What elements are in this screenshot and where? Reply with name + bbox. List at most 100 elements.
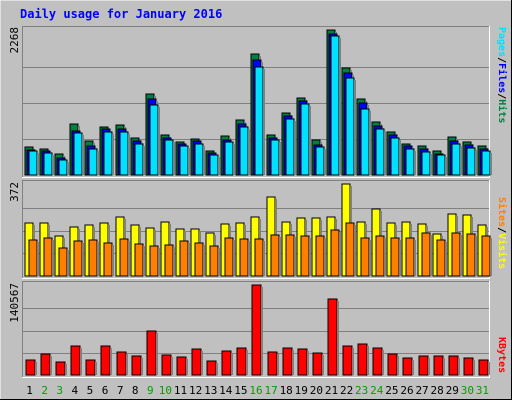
day-label: 4 bbox=[72, 384, 79, 397]
pages-bar-shadow bbox=[294, 121, 296, 175]
pages-bar bbox=[88, 148, 98, 176]
sites-bar bbox=[224, 237, 234, 277]
kbytes-bar-shadow bbox=[216, 363, 218, 375]
sites-bar bbox=[119, 238, 129, 277]
pages-bar-shadow bbox=[82, 135, 84, 175]
pages-bar bbox=[345, 77, 355, 176]
pages-bar-shadow bbox=[143, 146, 145, 175]
kbytes-bar-shadow bbox=[95, 362, 97, 375]
kbytes-bar bbox=[448, 355, 459, 376]
pages-bar-shadow bbox=[128, 134, 130, 175]
pages-bar bbox=[239, 126, 249, 176]
pages-bar bbox=[360, 108, 370, 176]
sites-bar bbox=[451, 232, 461, 277]
pages-bar bbox=[436, 154, 446, 176]
day-labels: 1 2 3 4 5 6 7 8 9 10 11 12 13 14 15 16 17 18 19 20 21 22 23 24 2… bbox=[26, 384, 489, 397]
kbytes-bar bbox=[402, 357, 413, 376]
kbytes-bar bbox=[206, 360, 217, 376]
day-label: 22 bbox=[340, 384, 353, 397]
day-label: 29 bbox=[446, 384, 459, 397]
pages-bar-shadow bbox=[399, 140, 401, 175]
sites-bar bbox=[164, 244, 174, 277]
kbytes-bar bbox=[161, 354, 172, 376]
kbytes-bar bbox=[221, 350, 232, 376]
pages-bar-shadow bbox=[97, 151, 99, 175]
kbytes-legend: KBytes bbox=[496, 337, 507, 373]
pages-bar bbox=[421, 151, 431, 176]
sites-bar-shadow bbox=[490, 238, 492, 276]
sites-bar bbox=[88, 239, 98, 277]
pages-bar bbox=[194, 143, 204, 176]
pages-bar-shadow bbox=[263, 69, 265, 175]
day-label: 20 bbox=[310, 384, 323, 397]
kbytes-bar-shadow bbox=[307, 351, 309, 375]
sites-bar-shadow bbox=[354, 225, 356, 276]
pages-bar-shadow bbox=[490, 153, 492, 175]
pages-bar bbox=[405, 148, 415, 176]
sites-bar bbox=[360, 237, 370, 277]
day-label: 19 bbox=[295, 384, 308, 397]
sites-bar bbox=[315, 235, 325, 277]
kbytes-bar bbox=[100, 345, 111, 376]
pages-bar-shadow bbox=[460, 146, 462, 175]
pages-bar bbox=[119, 131, 129, 176]
pages-bar-shadow bbox=[309, 106, 311, 175]
pages-bar-shadow bbox=[414, 151, 416, 175]
kbytes-bar-shadow bbox=[50, 356, 52, 375]
kbytes-bar-shadow bbox=[80, 348, 82, 375]
kbytes-bar bbox=[25, 359, 36, 376]
day-label: 5 bbox=[87, 384, 94, 397]
sites-bar bbox=[466, 233, 476, 277]
kbytes-bar-shadow bbox=[458, 358, 460, 375]
sites-bar bbox=[209, 245, 219, 277]
day-label: 2 bbox=[41, 384, 48, 397]
kbytes-bar bbox=[312, 352, 323, 376]
hits-legend: Pages/Files/Hits bbox=[496, 27, 508, 123]
kbytes-bar bbox=[463, 357, 474, 376]
kbytes-bar bbox=[327, 298, 338, 376]
kbytes-bar-shadow bbox=[488, 362, 490, 375]
pages-bar-shadow bbox=[279, 142, 281, 175]
sites-bar bbox=[405, 237, 415, 277]
day-label: 24 bbox=[370, 384, 384, 397]
kbytes-bar-shadow bbox=[126, 354, 128, 375]
pages-bar-shadow bbox=[52, 155, 54, 175]
sites-bar-shadow bbox=[430, 235, 432, 276]
pages-bar-shadow bbox=[37, 153, 39, 175]
kbytes-bar-shadow bbox=[412, 360, 414, 375]
pages-bar-shadow bbox=[475, 150, 477, 175]
kbytes-bar-shadow bbox=[201, 351, 203, 375]
pages-bar-shadow bbox=[384, 131, 386, 175]
day-label: 10 bbox=[159, 384, 172, 397]
day-label: 1 bbox=[26, 384, 33, 397]
kbytes-bar bbox=[236, 347, 247, 376]
day-label: 18 bbox=[280, 384, 293, 397]
pages-bar bbox=[58, 159, 68, 176]
kbytes-bar-shadow bbox=[156, 333, 158, 375]
day-label: 28 bbox=[431, 384, 444, 397]
pages-bar-shadow bbox=[248, 129, 250, 175]
sites-bar-shadow bbox=[128, 241, 130, 276]
day-label: 14 bbox=[219, 384, 233, 397]
legend-files: Files bbox=[496, 63, 508, 93]
kbytes-bar-shadow bbox=[110, 348, 112, 375]
pages-bar bbox=[300, 103, 310, 176]
day-label: 7 bbox=[117, 384, 124, 397]
kbytes-bar-shadow bbox=[397, 356, 399, 375]
pages-bar bbox=[224, 141, 234, 176]
kbytes-bar bbox=[55, 361, 66, 376]
sites-bar-shadow bbox=[369, 240, 371, 276]
sites-bar bbox=[375, 235, 385, 277]
sites-bar-shadow bbox=[279, 237, 281, 276]
day-label: 17 bbox=[264, 384, 277, 397]
sites-bar-shadow bbox=[445, 242, 447, 276]
day-label: 9 bbox=[147, 384, 154, 397]
sites-bar-shadow bbox=[97, 242, 99, 276]
pages-bar bbox=[28, 150, 38, 176]
kbytes-bar-shadow bbox=[231, 353, 233, 375]
pages-bar bbox=[466, 147, 476, 176]
day-label: 25 bbox=[385, 384, 398, 397]
legend-kbytes: KBytes bbox=[496, 337, 507, 373]
pages-bar-shadow bbox=[445, 157, 447, 175]
kbytes-bar-shadow bbox=[443, 358, 445, 375]
